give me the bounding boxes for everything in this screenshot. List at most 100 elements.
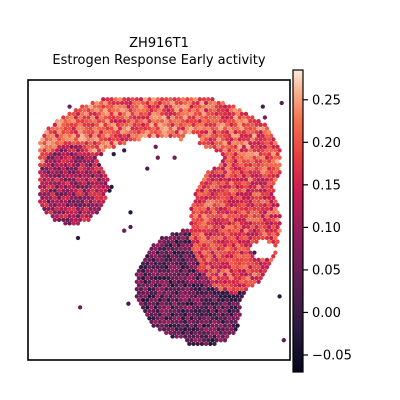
- spot: [65, 166, 69, 170]
- spot: [267, 232, 271, 236]
- spot: [80, 199, 84, 203]
- spot: [124, 137, 128, 141]
- spot: [223, 250, 227, 254]
- spot: [242, 218, 246, 222]
- spot: [227, 258, 231, 262]
- spot: [221, 305, 225, 309]
- spot: [105, 97, 109, 101]
- spot: [166, 261, 170, 265]
- spot: [271, 225, 275, 229]
- spot: [263, 232, 267, 236]
- spot: [177, 280, 181, 284]
- spot: [154, 101, 158, 105]
- spot: [227, 148, 231, 152]
- spot: [269, 156, 273, 160]
- spot: [126, 134, 130, 138]
- spot: [172, 134, 176, 138]
- spot: [57, 152, 61, 156]
- spot: [259, 196, 263, 200]
- spot: [151, 126, 155, 130]
- spot: [46, 163, 50, 167]
- spot: [261, 258, 265, 262]
- spot: [124, 130, 128, 134]
- spot: [101, 126, 105, 130]
- spot: [193, 112, 197, 116]
- spot: [210, 243, 214, 247]
- spot: [238, 276, 242, 280]
- spot: [208, 225, 212, 229]
- spot: [166, 305, 170, 309]
- spot: [82, 152, 86, 156]
- spot: [170, 254, 174, 258]
- spot: [242, 225, 246, 229]
- spot: [221, 145, 225, 149]
- spot: [231, 104, 235, 108]
- spot: [214, 309, 218, 313]
- spot: [179, 298, 183, 302]
- spot: [84, 134, 88, 138]
- spot: [193, 331, 197, 335]
- spot: [46, 148, 50, 152]
- spot: [149, 115, 153, 119]
- spot: [59, 214, 63, 218]
- spot: [156, 134, 160, 138]
- spot: [267, 166, 271, 170]
- spot: [235, 207, 239, 211]
- spot: [200, 320, 204, 324]
- spot: [208, 276, 212, 280]
- spot: [238, 298, 242, 302]
- spot: [164, 134, 168, 138]
- spot: [259, 203, 263, 207]
- spot: [214, 250, 218, 254]
- spot: [210, 294, 214, 298]
- spot: [196, 298, 200, 302]
- spot: [229, 123, 233, 127]
- spot: [219, 302, 223, 306]
- spot: [198, 229, 202, 233]
- spot: [149, 269, 153, 273]
- spot: [217, 130, 221, 134]
- spot: [252, 192, 256, 196]
- spot: [214, 185, 218, 189]
- spot: [55, 192, 59, 196]
- spot: [80, 214, 84, 218]
- spot: [40, 145, 44, 149]
- spot: [214, 302, 218, 306]
- spot: [59, 207, 63, 211]
- spot: [273, 229, 277, 233]
- spot: [252, 177, 256, 181]
- spot: [225, 298, 229, 302]
- spot: [151, 294, 155, 298]
- spot: [196, 218, 200, 222]
- spot: [175, 247, 179, 251]
- spot: [97, 170, 101, 174]
- spot: [74, 145, 78, 149]
- spot: [59, 163, 63, 167]
- spot: [269, 199, 273, 203]
- spot: [202, 207, 206, 211]
- spot: [185, 272, 189, 276]
- spot: [221, 174, 225, 178]
- spot: [105, 119, 109, 123]
- spot: [166, 283, 170, 287]
- spot: [242, 152, 246, 156]
- spot: [191, 254, 195, 258]
- spot: [227, 119, 231, 123]
- spot: [82, 115, 86, 119]
- spot: [223, 134, 227, 138]
- spot: [99, 123, 103, 127]
- spot: [126, 126, 130, 130]
- spot: [40, 174, 44, 178]
- spot: [250, 196, 254, 200]
- spot: [162, 261, 166, 265]
- spot: [214, 294, 218, 298]
- spot: [187, 320, 191, 324]
- spot: [156, 323, 160, 327]
- spot: [212, 342, 216, 346]
- spot: [151, 316, 155, 320]
- spot: [164, 250, 168, 254]
- spot: [225, 174, 229, 178]
- spot: [256, 265, 260, 269]
- spot: [208, 181, 212, 185]
- spot: [151, 265, 155, 269]
